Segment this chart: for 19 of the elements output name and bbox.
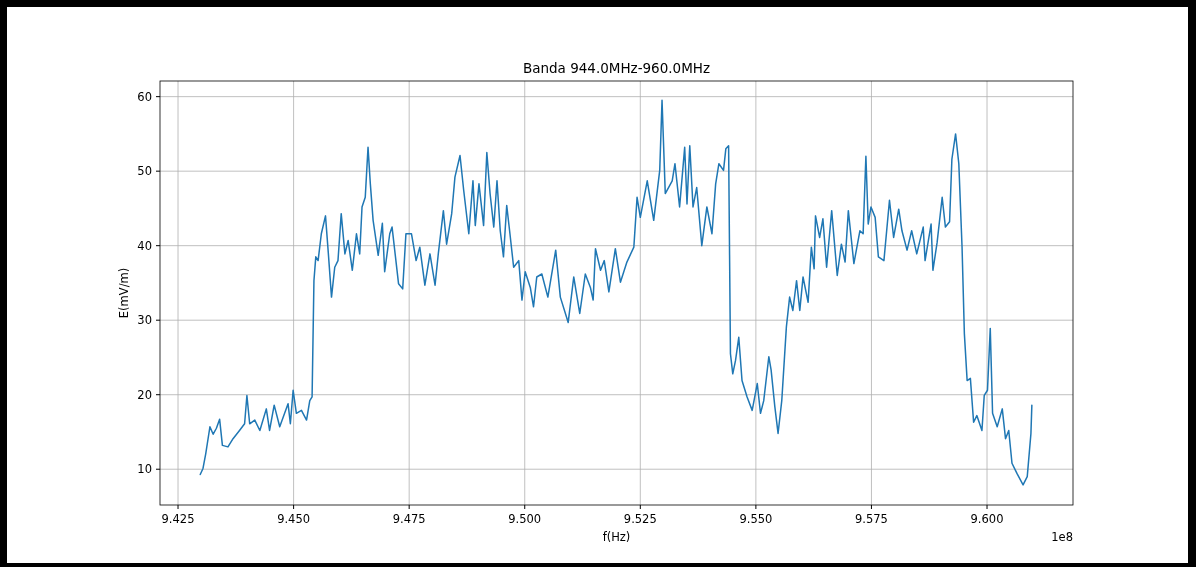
x-axis-title: f(Hz) [602, 530, 631, 544]
x-tick-label: 9.600 [970, 512, 1004, 526]
x-tick-label: 9.425 [161, 512, 195, 526]
x-tick-label: 9.575 [854, 512, 888, 526]
x-tick-label: 9.500 [508, 512, 542, 526]
x-tick-label: 9.450 [277, 512, 311, 526]
y-tick-label: 10 [137, 462, 152, 477]
y-tick-label: 40 [137, 238, 152, 253]
y-axis-title: E(mV/m) [117, 267, 131, 319]
line-series [199, 99, 1033, 486]
y-tick-label: 60 [137, 89, 152, 104]
chart-title: Banda 944.0MHz-960.0MHz [522, 60, 711, 76]
x-tick-label: 9.550 [739, 512, 773, 526]
x-tick-label: 9.475 [392, 512, 426, 526]
x-tick-label: 9.525 [623, 512, 657, 526]
text: 1e8 [1051, 530, 1073, 544]
y-tick-label: 50 [137, 164, 152, 179]
y-tick-label: 30 [137, 313, 152, 328]
y-tick-label: 20 [137, 387, 152, 402]
